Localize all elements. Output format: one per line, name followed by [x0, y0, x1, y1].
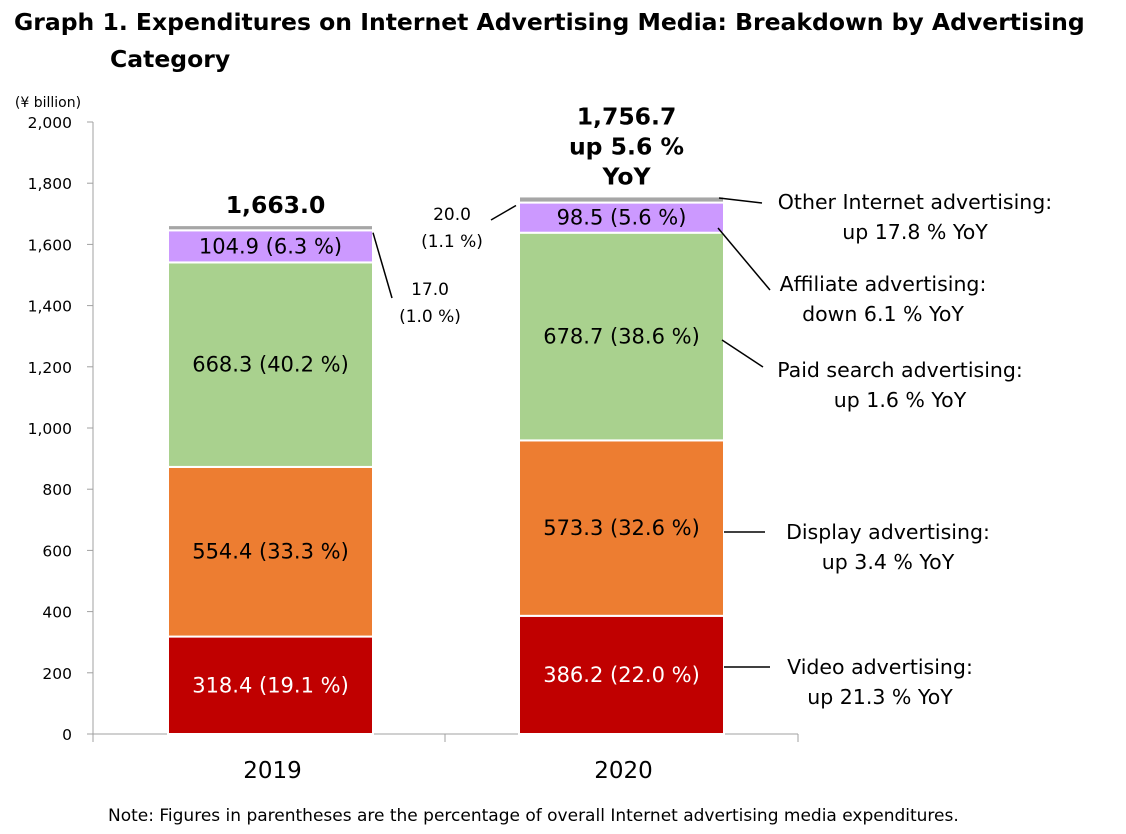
bar-label-affiliate-2019: 104.9 (6.3 %)	[199, 234, 342, 258]
bar-segment-other-2020	[518, 195, 725, 204]
bar-label-other-2020-line-1: 20.0	[433, 205, 471, 225]
y-tick-label: 2,000	[28, 114, 72, 132]
footnote: Note: Figures in parentheses are the per…	[108, 806, 959, 826]
bar-label-video-2020: 386.2 (22.0 %)	[543, 663, 700, 687]
legend-annotation-paid-search-line-1: Paid search advertising:	[777, 358, 1023, 382]
chart-title-line-2: Category	[110, 45, 231, 73]
leader-line-legend-affiliate	[717, 227, 771, 291]
y-tick-label: 400	[42, 604, 72, 622]
y-tick-label: 0	[62, 726, 72, 744]
y-tick-label: 1,000	[28, 420, 72, 438]
y-axis-unit-label: (¥ billion)	[15, 95, 81, 111]
bar-label-video-2019: 318.4 (19.1 %)	[192, 673, 349, 697]
legend-annotation-affiliate-line-1: Affiliate advertising:	[780, 272, 987, 296]
leader-line-legend-other	[718, 197, 763, 204]
leader-line-legend-paid-search	[721, 339, 764, 368]
bar-segment-display-2019	[167, 465, 374, 638]
legend-annotation-other: Other Internet advertising: up 17.8 % YoY	[778, 190, 1052, 244]
legend-annotation-affiliate: Affiliate advertising: down 6.1 % YoY	[780, 272, 987, 326]
x-category-label: 2020	[594, 758, 653, 784]
total-label-2019: 1,663.0	[226, 191, 326, 219]
legend-annotation-display-line-1: Display advertising:	[786, 520, 990, 544]
bar-label-other-2020-line-2: (1.1 %)	[421, 232, 483, 252]
bar-label-paid-search-2019: 668.3 (40.2 %)	[192, 353, 349, 377]
legend-annotation-video-line-1: Video advertising:	[787, 655, 973, 679]
chart-title: Graph 1. Expenditures on Internet Advert…	[14, 4, 1124, 78]
bar-segment-paid-search-2019	[167, 261, 374, 468]
bar-label-other-2019-line-1: 17.0	[411, 280, 449, 300]
bar-segment-video-2020	[518, 614, 725, 736]
legend-annotation-video: Video advertising: up 21.3 % YoY	[787, 655, 973, 709]
y-tick-label: 800	[42, 481, 72, 499]
leader-line-other-2019	[372, 232, 393, 299]
bar-segment-display-2020	[518, 439, 725, 617]
chart-title-line-1: Graph 1. Expenditures on Internet Advert…	[14, 8, 1085, 36]
leader-line-other-2020	[490, 204, 517, 221]
total-label-2019-line-1: 1,663.0	[226, 191, 326, 219]
bar-label-other-2020: 20.0 (1.1 %)	[421, 205, 483, 252]
legend-annotation-display: Display advertising: up 3.4 % YoY	[786, 520, 990, 574]
y-tick-label: 1,600	[28, 236, 72, 254]
legend-annotation-other-line-1: Other Internet advertising:	[778, 190, 1052, 214]
x-category-label: 2019	[243, 758, 302, 784]
bar-label-display-2019: 554.4 (33.3 %)	[192, 540, 349, 564]
legend-annotation-display-line-2: up 3.4 % YoY	[822, 550, 955, 574]
legend-annotation-paid-search: Paid search advertising: up 1.6 % YoY	[777, 358, 1023, 412]
y-tick-label: 1,200	[28, 359, 72, 377]
y-tick-label: 600	[42, 542, 72, 560]
legend-annotation-affiliate-line-2: down 6.1 % YoY	[802, 302, 964, 326]
bar-label-paid-search-2020: 678.7 (38.6 %)	[543, 325, 700, 349]
bar-segment-paid-search-2020	[518, 231, 725, 442]
y-tick-label: 1,800	[28, 175, 72, 193]
total-label-2020-line-2: up 5.6 %	[569, 132, 684, 160]
bar-label-display-2020: 573.3 (32.6 %)	[543, 516, 700, 540]
bar-label-other-2019: 17.0 (1.0 %)	[399, 280, 461, 327]
bar-segment-other-2019	[167, 224, 374, 232]
bar-segment-video-2019	[167, 635, 374, 735]
bar-label-affiliate-2020: 98.5 (5.6 %)	[557, 206, 687, 230]
total-label-2020: 1,756.7 up 5.6 % YoY	[569, 102, 684, 190]
legend-annotation-other-line-2: up 17.8 % YoY	[842, 220, 988, 244]
y-tick-label: 1,400	[28, 298, 72, 316]
bar-label-other-2019-line-2: (1.0 %)	[399, 307, 461, 327]
legend-annotation-paid-search-line-2: up 1.6 % YoY	[834, 388, 967, 412]
total-label-2020-line-1: 1,756.7	[577, 102, 677, 130]
total-label-2020-line-3: YoY	[601, 162, 651, 190]
y-tick-label: 200	[42, 665, 72, 683]
legend-annotation-video-line-2: up 21.3 % YoY	[807, 685, 953, 709]
